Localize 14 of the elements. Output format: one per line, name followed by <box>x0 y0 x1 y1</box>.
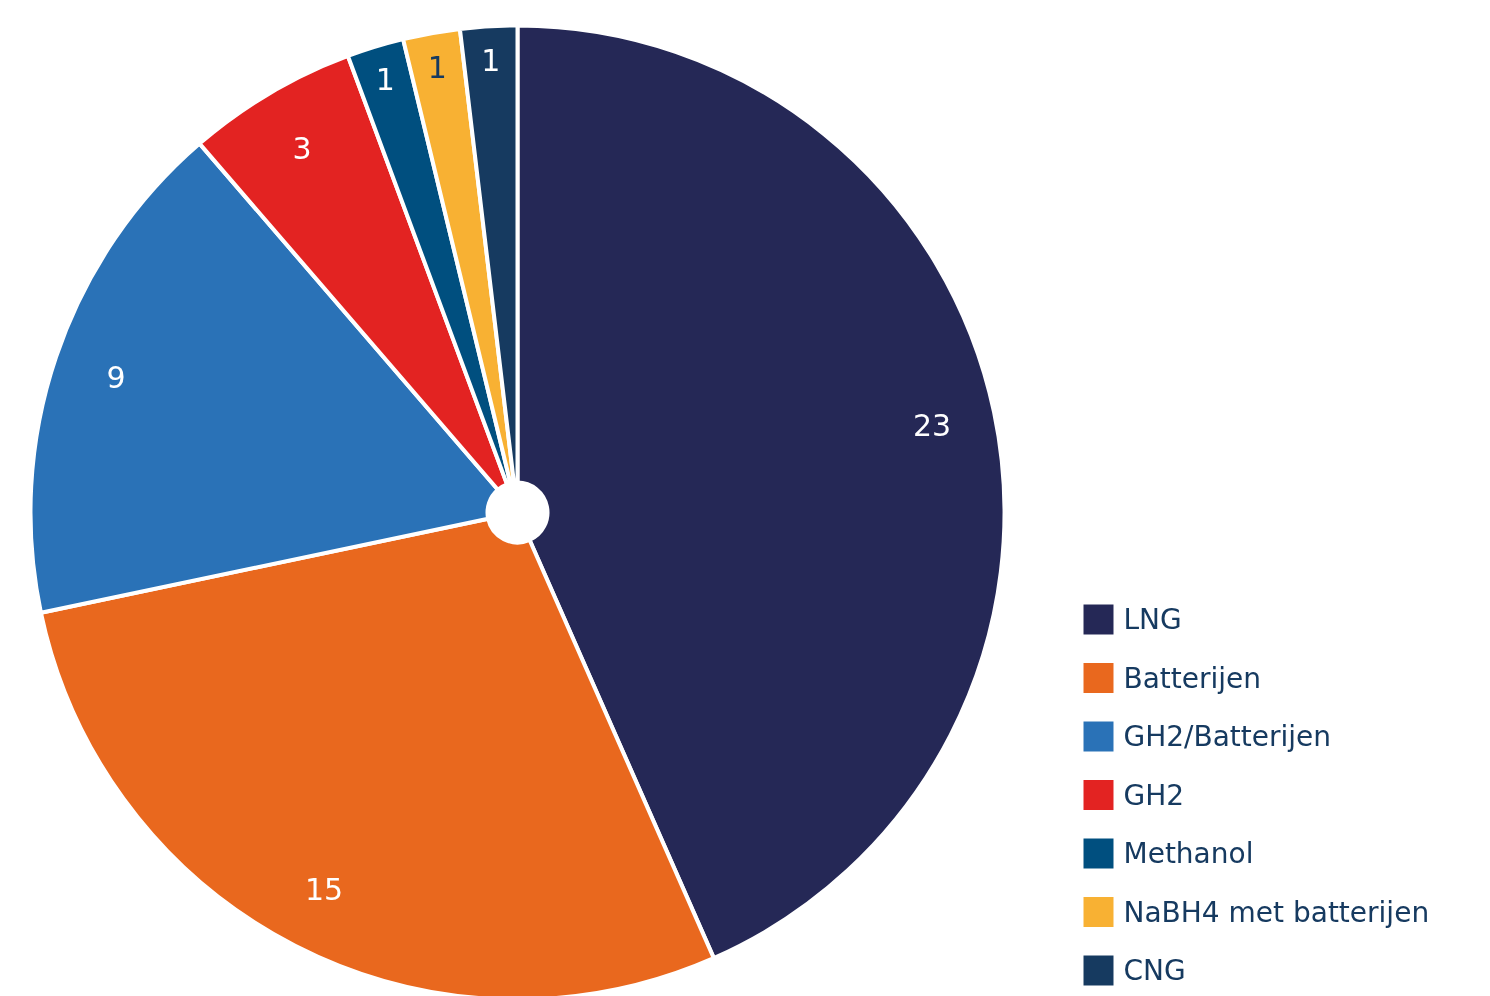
data-label: 1 <box>427 49 447 85</box>
legend-label: GH2/Batterijen <box>1123 720 1332 753</box>
data-label: 1 <box>375 62 395 98</box>
data-label: 1 <box>481 43 501 79</box>
legend-label: CNG <box>1123 954 1186 987</box>
data-label: 23 <box>913 408 952 444</box>
legend-label: NaBH4 met batterijen <box>1123 895 1430 929</box>
legend-label: LNG <box>1123 603 1182 636</box>
data-label: 15 <box>304 872 344 908</box>
legend-label: Batterijen <box>1123 661 1262 695</box>
legend-label: GH2 <box>1123 778 1185 812</box>
legend-label: Methanol <box>1123 837 1254 870</box>
data-label: 3 <box>292 130 312 166</box>
data-label: 9 <box>106 359 126 395</box>
